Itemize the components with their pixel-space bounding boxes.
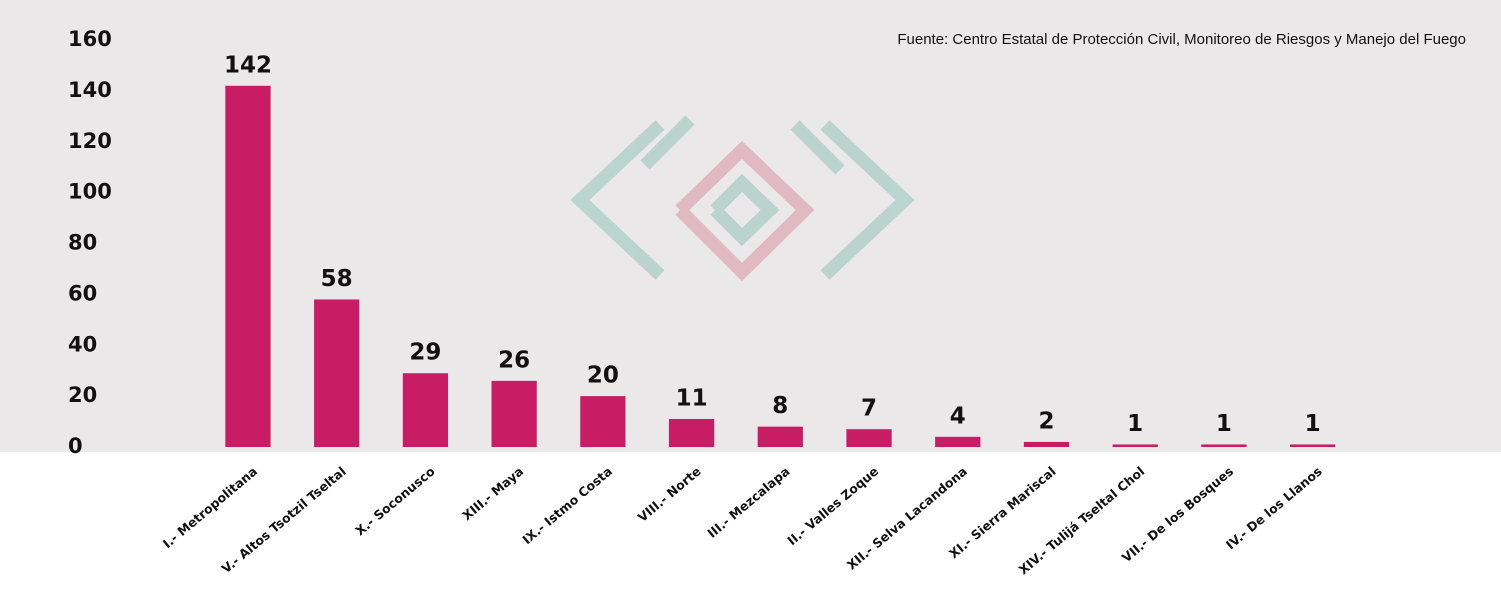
value-label: 20 — [587, 363, 619, 389]
logo-part — [710, 173, 780, 247]
watermark-logo — [570, 115, 915, 282]
bar — [668, 419, 715, 447]
value-label: 58 — [321, 266, 353, 292]
value-label: 29 — [409, 340, 441, 366]
x-tick-label: VIII.- Norte — [635, 463, 704, 524]
bar — [225, 85, 271, 447]
x-tick-label: X.- Soconusco — [352, 463, 438, 538]
value-label: 2 — [1038, 408, 1054, 434]
logo-part — [820, 120, 915, 280]
y-tick-label: 40 — [68, 332, 97, 356]
y-tick-label: 80 — [68, 231, 97, 255]
logo-part — [570, 120, 665, 280]
x-tick-label: III.- Mezcalapa — [704, 463, 792, 540]
x-tick-label: II.- Valles Zoque — [784, 463, 881, 548]
bar — [757, 426, 803, 447]
value-label: 26 — [498, 347, 530, 373]
value-label: 1 — [1127, 411, 1143, 437]
y-tick-label: 120 — [68, 129, 112, 153]
bar — [935, 436, 981, 447]
value-label: 4 — [950, 403, 966, 429]
bar — [580, 396, 626, 447]
value-label: 142 — [224, 52, 272, 78]
bar — [491, 380, 537, 447]
x-tick-label: I.- Metropolitana — [160, 463, 260, 551]
logo-part — [640, 115, 695, 170]
y-tick-label: 140 — [68, 78, 112, 102]
value-label: 7 — [861, 396, 877, 422]
x-tick-label: XIII.- Maya — [459, 463, 526, 523]
value-label: 1 — [1305, 411, 1321, 437]
bar — [1112, 444, 1158, 447]
y-tick-label: 60 — [68, 281, 97, 305]
y-tick-label: 160 — [68, 27, 112, 51]
value-label: 8 — [772, 393, 788, 419]
value-label: 1 — [1216, 411, 1232, 437]
bar — [402, 373, 449, 447]
bar — [846, 429, 892, 447]
y-tick-label: 0 — [68, 434, 83, 458]
source-note: Fuente: Centro Estatal de Protección Civ… — [897, 31, 1466, 48]
logo-part — [675, 140, 815, 282]
bar — [1023, 441, 1070, 447]
bar — [1201, 444, 1247, 447]
bar — [314, 299, 360, 447]
y-tick-label: 20 — [68, 383, 97, 407]
y-tick-label: 100 — [68, 180, 112, 204]
x-tick-label: IX.- Istmo Costa — [519, 463, 615, 547]
x-tick-label: IV.- De los Llanos — [1223, 463, 1325, 552]
logo-part — [790, 120, 845, 175]
value-label: 11 — [676, 386, 708, 412]
bar — [1290, 444, 1336, 447]
